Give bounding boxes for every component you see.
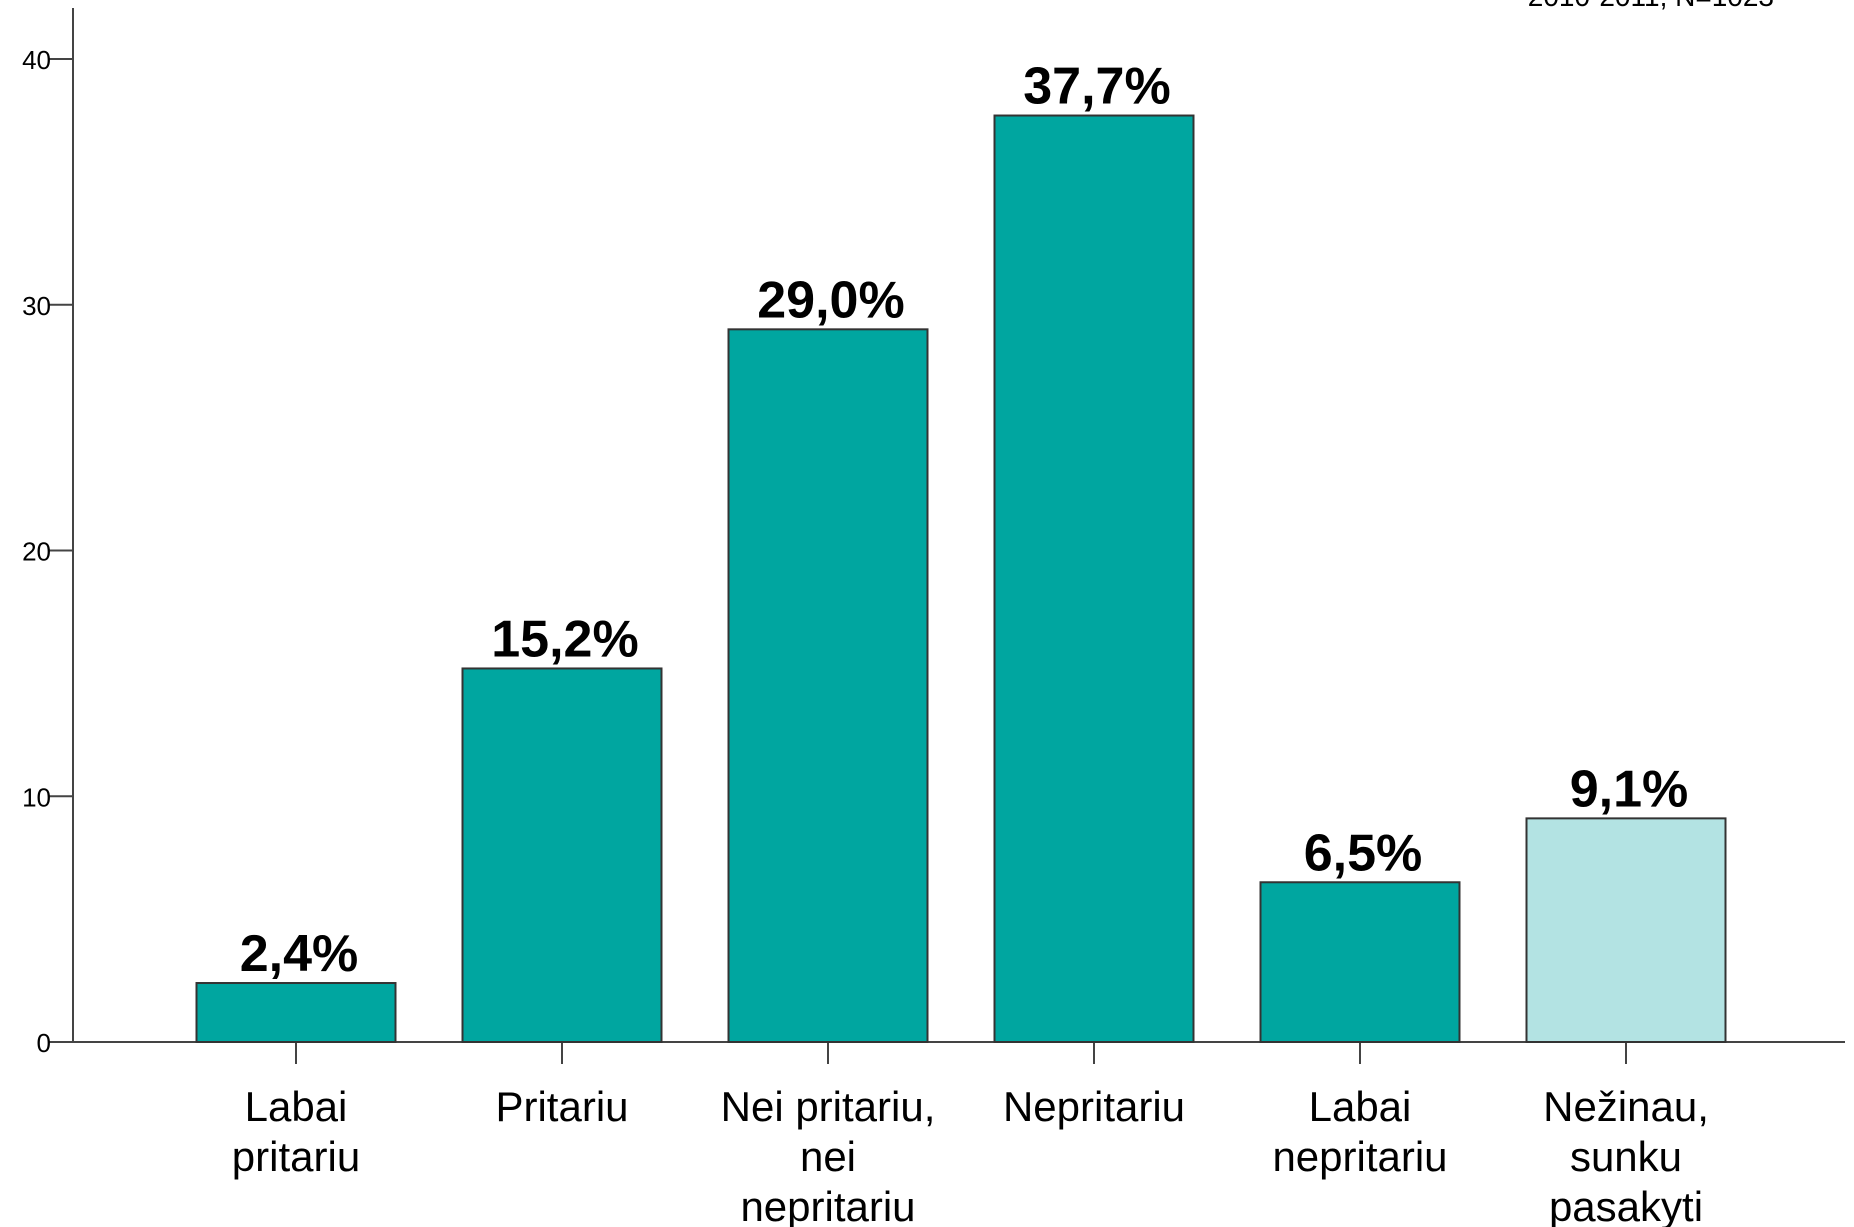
x-tick-label: Nei pritariu, nei nepritariu [720, 1083, 936, 1227]
value-label: 37,7% [1023, 58, 1170, 116]
y-tick-label: 30 [22, 291, 51, 321]
value-label: 6,5% [1304, 824, 1423, 882]
x-tick-label: Nežinau, sunku pasakyti [1543, 1083, 1709, 1227]
y-tick-label: 20 [22, 537, 51, 567]
value-label: 9,1% [1570, 760, 1689, 818]
value-label: 29,0% [757, 271, 904, 329]
x-tick-label: Pritariu [495, 1083, 629, 1130]
bar [1525, 817, 1727, 1043]
x-tick-label: Labai nepritariu [1272, 1083, 1448, 1180]
value-label: 2,4% [240, 925, 359, 983]
y-tick-label: 10 [22, 782, 51, 812]
bar [195, 982, 397, 1044]
y-tick-label: 0 [37, 1028, 51, 1058]
bar [461, 667, 663, 1044]
bar [993, 114, 1195, 1043]
bar [1259, 881, 1461, 1044]
value-label: 15,2% [491, 610, 638, 668]
annotation: 2010-2011, N=1023 [1528, 0, 1774, 12]
x-tick-label: Nepritariu [1002, 1083, 1186, 1130]
x-tick-label: Labai pritariu [231, 1083, 361, 1180]
bar [727, 328, 929, 1043]
y-tick-label: 40 [22, 45, 51, 75]
